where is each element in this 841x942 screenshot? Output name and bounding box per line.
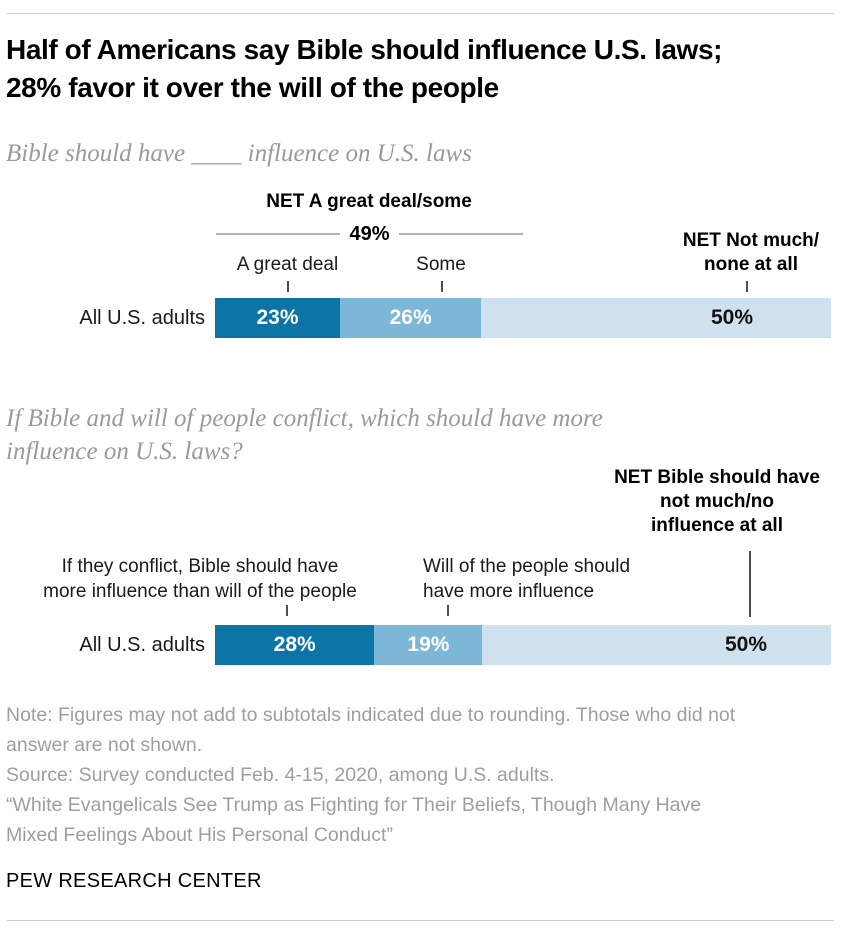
chart1-tick-not-much xyxy=(746,281,748,292)
chart2-tick-bible xyxy=(286,605,288,616)
footer-note: Note: Figures may not add to subtotals i… xyxy=(6,704,736,756)
net-bracket-line-left xyxy=(216,233,341,235)
chart1-segment-not-much-none: 50% xyxy=(481,298,831,338)
chart1-net-right-line-1: NET Not much/ xyxy=(682,230,820,251)
chart2-subtitle-line-2: influence on U.S. laws? xyxy=(6,438,243,465)
chart2-label-will-of-people: Will of the people should have more infl… xyxy=(423,554,683,604)
footer-report-title: “White Evangelicals See Trump as Fightin… xyxy=(6,794,702,846)
pew-research-center-wordmark: PEW RESEARCH CENTER xyxy=(6,870,262,892)
chart1-col-label-some: Some xyxy=(416,254,466,275)
chart1-stacked-bar: 23% 26% 50% xyxy=(215,298,831,338)
chart2-segment-value-bible: 28% xyxy=(273,633,316,656)
chart1-net-left-label: NET A great deal/some xyxy=(266,191,472,212)
net-bracket-line-right xyxy=(398,233,523,235)
chart1-row-label: All U.S. adults xyxy=(79,307,205,329)
chart2-segment-will-of-people: 19% xyxy=(374,625,483,665)
chart2-segment-bible-more-influence: 28% xyxy=(215,625,375,665)
chart2-label-people-line-2: have more influence xyxy=(423,581,595,602)
page-title-line-1: Half of Americans say Bible should influ… xyxy=(6,34,723,65)
chart2-net-right-line-2: not much/no xyxy=(660,491,774,512)
chart1-segment-some: 26% xyxy=(339,298,482,338)
chart1-net-right-line-2: none at all xyxy=(704,254,798,275)
chart1-net-right-label: NET Not much/ none at all xyxy=(641,229,841,277)
chart1-tick-some xyxy=(441,281,443,292)
chart1-subtitle: Bible should have ____ influence on U.S.… xyxy=(6,140,472,167)
chart1-col-label-a-great-deal: A great deal xyxy=(236,254,339,275)
chart1-tick-a-great-deal xyxy=(287,281,289,292)
chart2-net-right-pointer-line xyxy=(749,551,751,617)
chart2-tick-people xyxy=(447,605,449,616)
chart1-segment-value-some: 26% xyxy=(389,306,432,329)
chart2-label-bible-line-1: If they conflict, Bible should have xyxy=(61,556,339,577)
chart2-segment-value-not-much: 50% xyxy=(724,633,767,656)
chart2-segment-value-people: 19% xyxy=(407,633,450,656)
chart1-segment-value-not-much-none: 50% xyxy=(710,306,753,329)
chart1-net-bracket: 49% xyxy=(216,222,523,246)
chart1-segment-a-great-deal: 23% xyxy=(215,298,340,338)
top-divider xyxy=(7,13,834,14)
chart2-stacked-bar: 28% 19% 50% xyxy=(215,625,831,665)
chart2-label-people-line-1: Will of the people should xyxy=(423,556,631,577)
page-title-line-2: 28% favor it over the will of the people xyxy=(6,72,499,103)
bottom-divider xyxy=(7,920,834,921)
footer-source: Source: Survey conducted Feb. 4-15, 2020… xyxy=(6,764,555,786)
chart2-net-right-label: NET Bible should have not much/no influe… xyxy=(607,466,827,538)
chart2-row-label: All U.S. adults xyxy=(79,634,205,656)
footer-notes: Note: Figures may not add to subtotals i… xyxy=(6,700,748,850)
chart2-label-bible-more-influence: If they conflict, Bible should have more… xyxy=(0,554,400,604)
chart2-label-bible-line-2: more influence than will of the people xyxy=(43,581,357,602)
chart1-segment-value-a-great-deal: 23% xyxy=(256,306,299,329)
chart2-segment-not-much-no-influence: 50% xyxy=(482,625,831,665)
chart1-net-left-value: 49% xyxy=(349,222,390,245)
chart2-net-right-line-1: NET Bible should have xyxy=(614,467,820,488)
chart2-net-right-line-3: influence at all xyxy=(651,515,783,536)
chart2-subtitle: If Bible and will of people conflict, wh… xyxy=(6,402,603,468)
page-title: Half of Americans say Bible should influ… xyxy=(6,31,834,107)
chart2-subtitle-line-1: If Bible and will of people conflict, wh… xyxy=(6,405,603,432)
